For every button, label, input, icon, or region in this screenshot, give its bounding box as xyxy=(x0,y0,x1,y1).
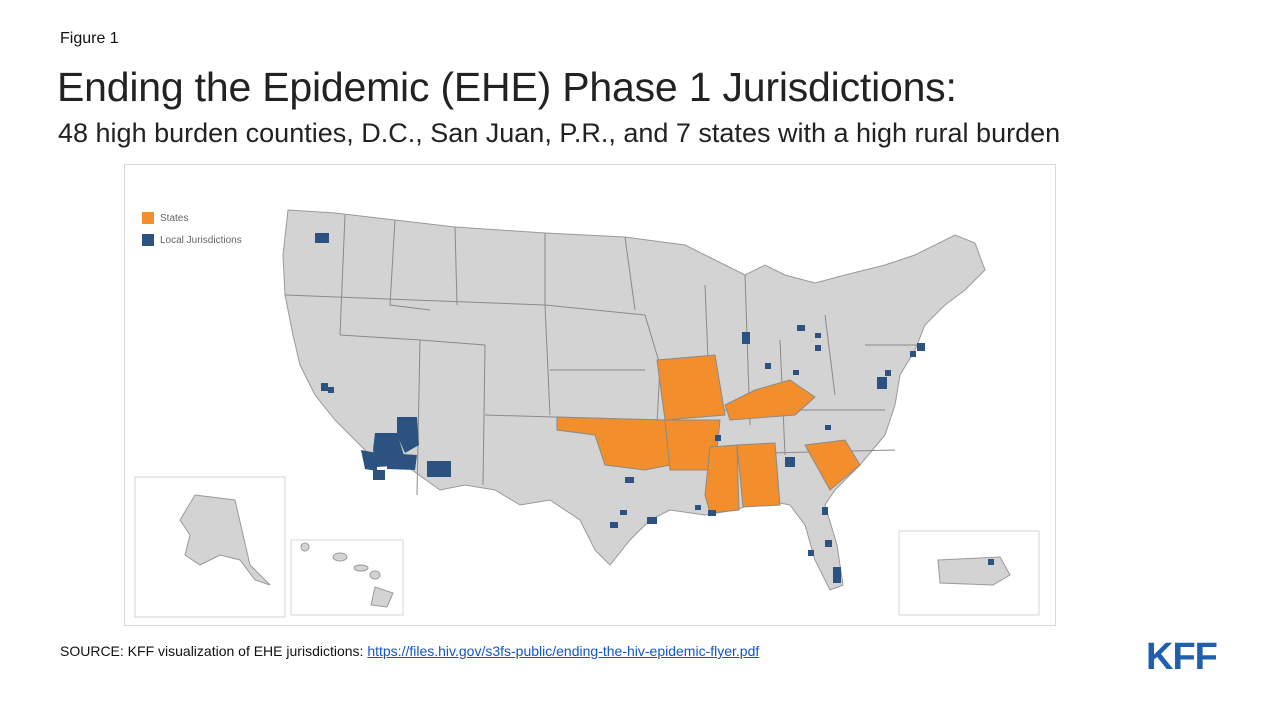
jurisdiction-sacramento xyxy=(328,387,334,393)
jurisdiction-wayne xyxy=(797,325,805,331)
source-note: SOURCE: KFF visualization of EHE jurisdi… xyxy=(60,643,759,659)
hawaii-shapes xyxy=(300,542,394,608)
jurisdiction-los-angeles xyxy=(361,450,377,471)
jurisdiction-cook xyxy=(742,332,750,344)
jurisdiction-baltimore xyxy=(885,370,891,376)
jurisdiction-new-york xyxy=(917,343,925,351)
legend-label-states: States xyxy=(160,212,189,224)
map-legend: States Local Jurisdictions xyxy=(142,207,242,251)
legend-item-states: States xyxy=(142,207,242,229)
jurisdiction-san-juan xyxy=(988,559,994,565)
state-mississippi xyxy=(704,444,740,514)
jurisdiction-alameda xyxy=(321,383,328,391)
jurisdiction-dc xyxy=(877,377,887,389)
jurisdiction-travis xyxy=(620,510,627,515)
jurisdiction-dallas xyxy=(625,477,634,483)
jurisdiction-san-diego xyxy=(373,470,385,480)
legend-item-local: Local Jurisdictions xyxy=(142,229,242,251)
jurisdiction-baton-rouge xyxy=(695,505,701,510)
jurisdiction-franklin xyxy=(815,345,821,351)
jurisdiction-king-county xyxy=(315,233,329,243)
jurisdiction-maricopa xyxy=(427,461,451,477)
legend-label-local: Local Jurisdictions xyxy=(160,234,242,246)
jurisdiction-orange-fl xyxy=(825,540,832,547)
highlighted-states xyxy=(556,354,861,514)
jurisdiction-fulton xyxy=(785,457,795,467)
jurisdiction-miami-dade xyxy=(833,567,841,583)
jurisdiction-mecklenburg xyxy=(825,425,831,430)
legend-swatch-states xyxy=(142,212,154,224)
jurisdiction-hillsborough xyxy=(808,550,814,556)
local-jurisdictions xyxy=(315,233,925,583)
state-south-carolina xyxy=(804,439,861,491)
jurisdiction-marion xyxy=(765,363,771,369)
state-kentucky xyxy=(724,379,816,421)
jurisdiction-clark-county xyxy=(397,417,419,453)
jurisdiction-cuyahoga xyxy=(815,333,821,338)
jurisdiction-duval xyxy=(822,507,828,515)
source-prefix: SOURCE: KFF visualization of EHE jurisdi… xyxy=(60,643,368,659)
map-panel: States Local Jurisdictions xyxy=(124,164,1056,626)
figure-label: Figure 1 xyxy=(60,30,119,47)
kff-logo: KFF xyxy=(1146,636,1218,678)
source-link[interactable]: https://files.hiv.gov/s3fs-public/ending… xyxy=(367,643,760,659)
jurisdiction-bexar xyxy=(610,522,618,528)
state-alabama xyxy=(736,442,781,508)
page-title: Ending the Epidemic (EHE) Phase 1 Jurisd… xyxy=(57,64,957,110)
alaska-shape xyxy=(179,494,271,586)
jurisdiction-harris xyxy=(647,517,657,524)
puerto-rico-shape xyxy=(937,556,1011,586)
jurisdiction-riverside xyxy=(387,453,417,470)
legend-swatch-local xyxy=(142,234,154,246)
us-map xyxy=(134,209,1040,618)
us-mainland xyxy=(282,209,986,591)
jurisdiction-orleans xyxy=(708,510,716,516)
jurisdiction-philadelphia xyxy=(910,351,916,357)
jurisdiction-hamilton xyxy=(793,370,799,375)
jurisdiction-shelby xyxy=(715,435,721,441)
state-missouri xyxy=(656,354,726,421)
page-subtitle: 48 high burden counties, D.C., San Juan,… xyxy=(58,118,1061,148)
